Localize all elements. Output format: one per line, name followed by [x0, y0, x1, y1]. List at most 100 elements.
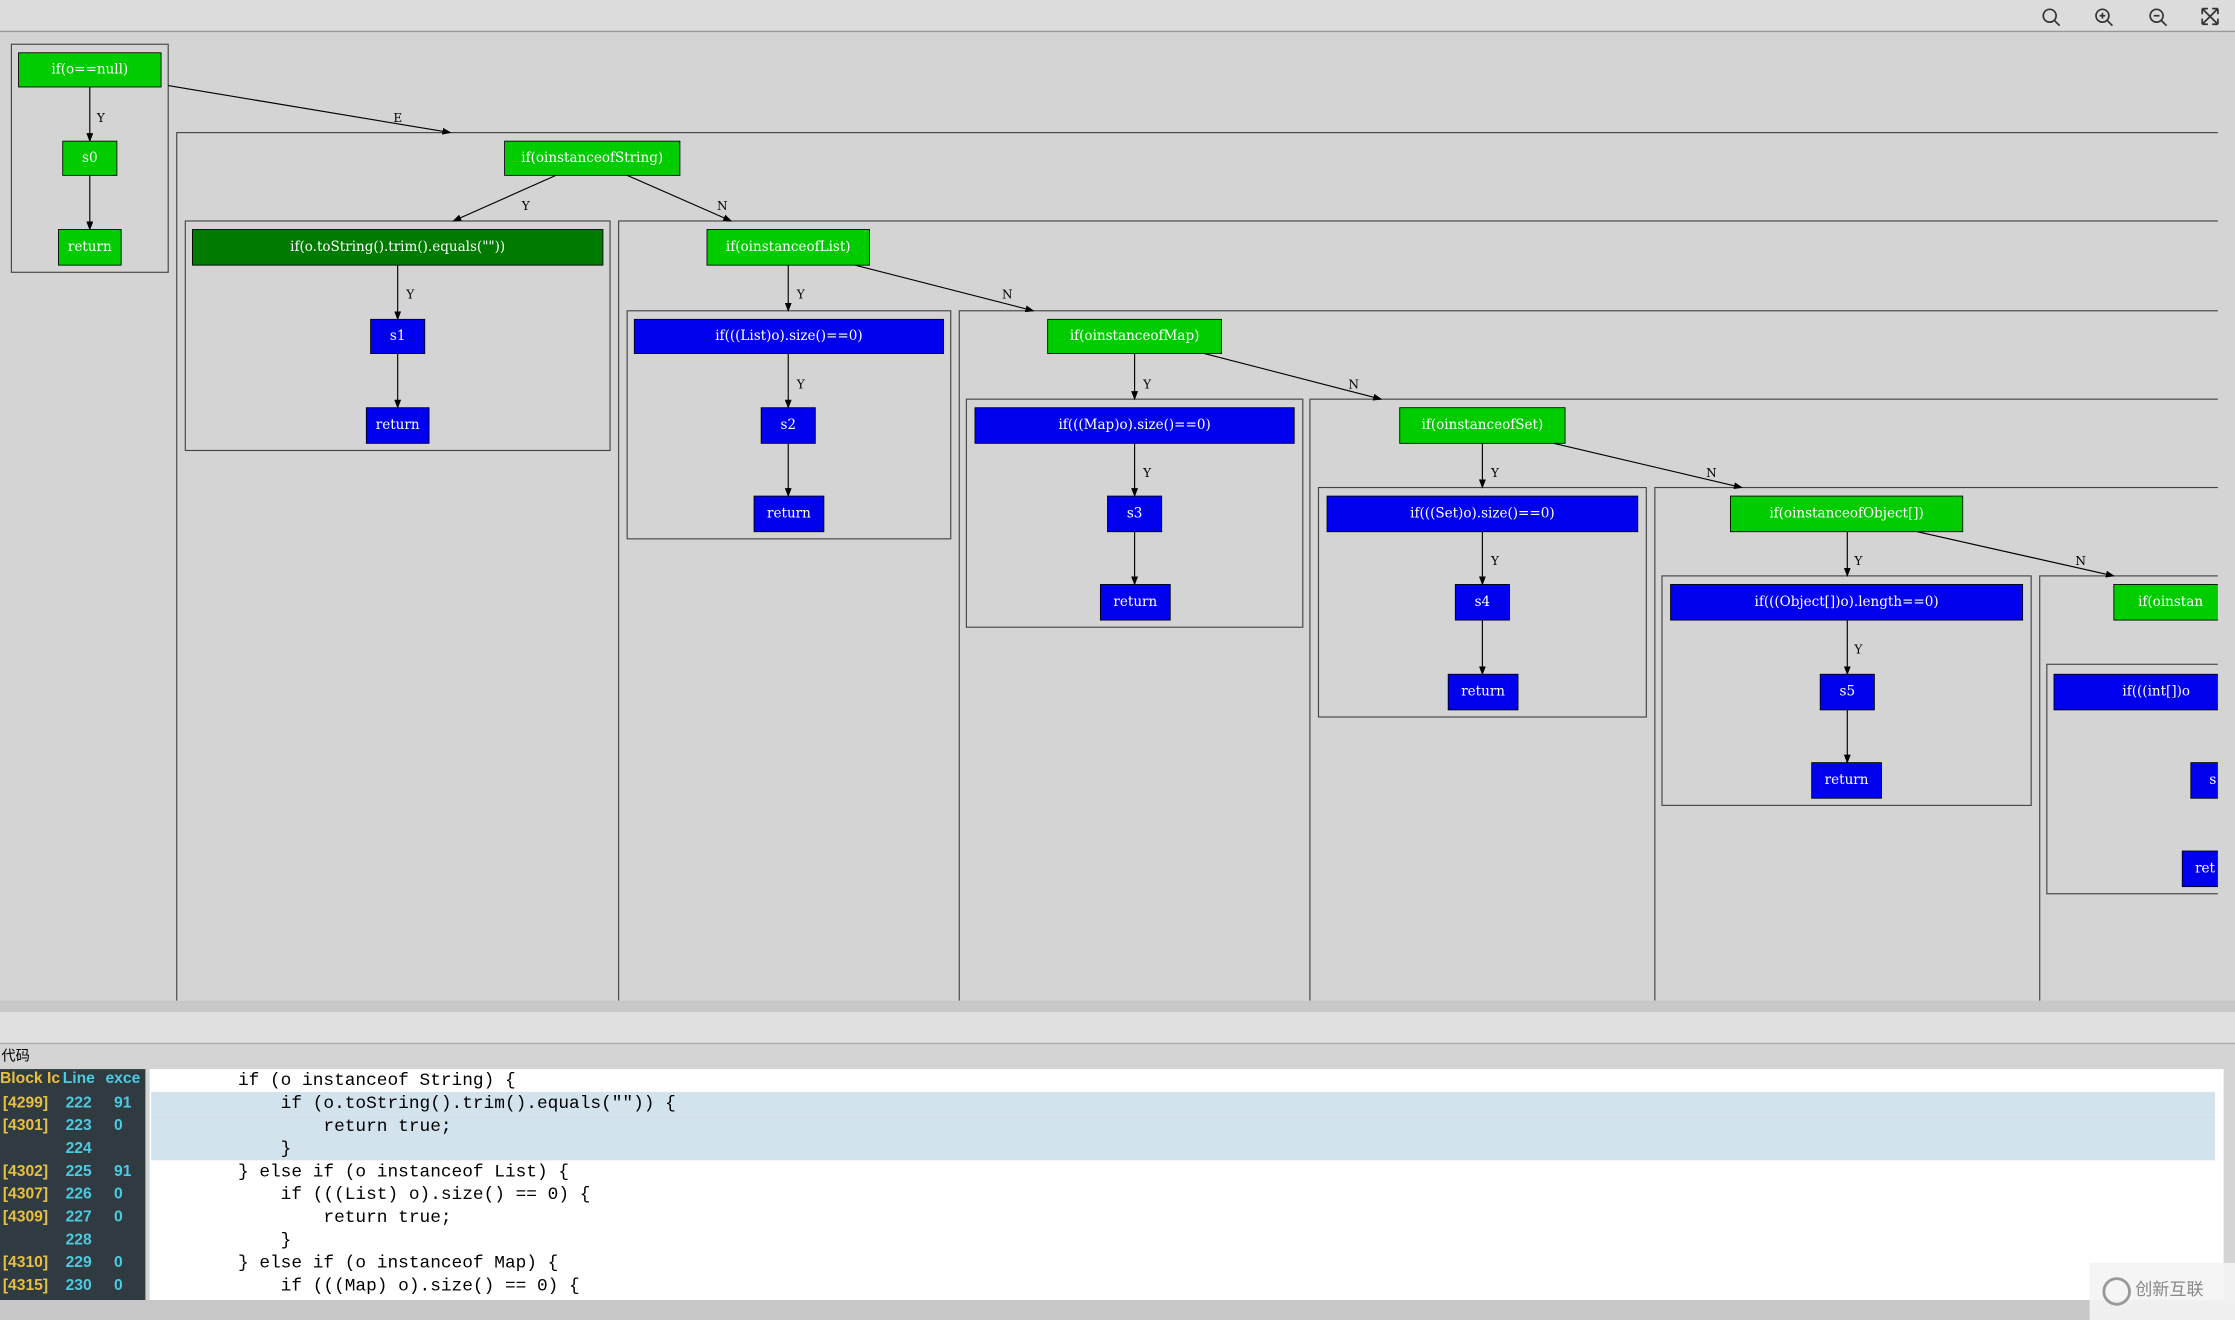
- edge-label: N: [1348, 377, 1359, 391]
- zoom-out-button[interactable]: [2149, 8, 2168, 27]
- edge: [168, 85, 452, 135]
- node[interactable]: [18, 52, 162, 88]
- code-line: return true;: [153, 1208, 452, 1228]
- node[interactable]: [2181, 850, 2235, 888]
- node[interactable]: [1729, 495, 1964, 533]
- node[interactable]: [2190, 762, 2235, 799]
- table-cell: 222: [66, 1094, 92, 1111]
- watermark: 创新互联: [2135, 1280, 2203, 1300]
- fullscreen-button[interactable]: [2201, 7, 2219, 26]
- toolbar: [0, 0, 2235, 32]
- code-scrollbar: [0, 1299, 2235, 1320]
- edge-label: E: [393, 111, 402, 125]
- column-header: Line: [63, 1070, 95, 1087]
- node[interactable]: [1107, 495, 1163, 533]
- code-line: if (((Map) o).size() == 0) {: [153, 1276, 580, 1296]
- coverage-table: [0, 1069, 146, 1300]
- edge: [1917, 531, 2115, 578]
- edge-label: Y: [1853, 554, 1863, 568]
- node[interactable]: [2053, 673, 2235, 711]
- edge-label: N: [717, 199, 728, 213]
- node[interactable]: [1670, 584, 2024, 621]
- node[interactable]: [633, 318, 945, 354]
- node[interactable]: [760, 407, 816, 444]
- node-label: if(o==null): [51, 61, 128, 77]
- node-label: if(((int[])o: [2122, 684, 2190, 700]
- code-line: } else if (o instanceof Map) {: [153, 1254, 559, 1274]
- table-cell: 91: [114, 1094, 132, 1111]
- watermark-box: [2089, 1262, 2235, 1320]
- highlight-row: [151, 1114, 2216, 1138]
- column-header: Block Ic: [0, 1070, 60, 1087]
- node-label: if(oinstanceofObject[]): [1769, 505, 1924, 521]
- table-cell: 230: [66, 1277, 92, 1294]
- node[interactable]: [365, 407, 430, 444]
- node[interactable]: [1811, 762, 1882, 799]
- edge-label: N: [1002, 288, 1013, 302]
- node-label: s2: [780, 417, 796, 433]
- graph-scrollbar: [0, 1000, 2235, 1013]
- table-cell: 0: [114, 1254, 123, 1271]
- table-cell: [4315]: [3, 1277, 48, 1294]
- edge: [626, 174, 733, 222]
- node[interactable]: [974, 407, 1295, 444]
- node-label: s3: [1127, 505, 1143, 521]
- node[interactable]: [62, 140, 118, 176]
- node[interactable]: [753, 495, 825, 533]
- cluster: [1654, 486, 2218, 1001]
- table-cell: [4299]: [3, 1094, 48, 1111]
- node-label: if(((Set)o).size()==0): [1410, 505, 1554, 521]
- cluster: [10, 43, 169, 273]
- highlight-row: [151, 1091, 2216, 1115]
- node[interactable]: [1819, 673, 1875, 711]
- cluster: [618, 220, 2218, 1001]
- node[interactable]: [1447, 673, 1519, 711]
- node-label: s: [2209, 772, 2216, 788]
- edge: [1553, 442, 1743, 490]
- table-cell: 225: [66, 1163, 92, 1180]
- node[interactable]: [504, 140, 681, 176]
- table-cell: 0: [114, 1208, 123, 1225]
- node-label: return: [1825, 772, 1869, 788]
- edge: [452, 174, 557, 222]
- zoom-in-button[interactable]: [2095, 8, 2114, 27]
- edge: [855, 264, 1035, 313]
- cluster: [184, 220, 611, 452]
- node-label: return: [1113, 594, 1157, 610]
- code-line: return true;: [153, 1117, 452, 1137]
- zoom-fit-button[interactable]: [2042, 8, 2061, 27]
- code-line: }: [153, 1140, 292, 1160]
- edge-label: Y: [1490, 466, 1500, 480]
- node-label: if(((Map)o).size()==0): [1058, 417, 1210, 433]
- node[interactable]: [706, 229, 870, 266]
- table-cell: [4307]: [3, 1186, 48, 1203]
- node[interactable]: [2113, 584, 2235, 621]
- node-label: s4: [1475, 594, 1491, 610]
- edge-label: N: [2075, 554, 2086, 568]
- node[interactable]: [370, 318, 426, 354]
- node[interactable]: [1399, 407, 1566, 444]
- edge-label: Y: [796, 377, 806, 391]
- edge-label: Y: [796, 288, 806, 302]
- node[interactable]: [1099, 584, 1171, 621]
- node[interactable]: [1326, 495, 1639, 533]
- node-label: if(oinstanceofList): [726, 239, 851, 255]
- cluster: [1309, 398, 2218, 1001]
- edge-label: Y: [96, 111, 106, 125]
- node[interactable]: [1047, 318, 1222, 354]
- node[interactable]: [1454, 584, 1510, 621]
- edge: [1204, 352, 1383, 401]
- table-cell: 0: [114, 1277, 123, 1294]
- table-cell: 224: [66, 1140, 92, 1157]
- table-cell: [4302]: [3, 1163, 48, 1180]
- cluster: [2046, 663, 2218, 895]
- node[interactable]: [58, 229, 122, 266]
- graph-canvas: E Y Y N Y Y N Y Y N Y Y N Y Y N Yif(o==null) s0 return if(o…: [10, 43, 2235, 1001]
- node-label: if(((List)o).size()==0): [715, 328, 862, 344]
- node[interactable]: [191, 229, 604, 266]
- splitter: [0, 1012, 2235, 1044]
- edge-label: Y: [521, 199, 531, 213]
- edge-label: Y: [1853, 643, 1863, 657]
